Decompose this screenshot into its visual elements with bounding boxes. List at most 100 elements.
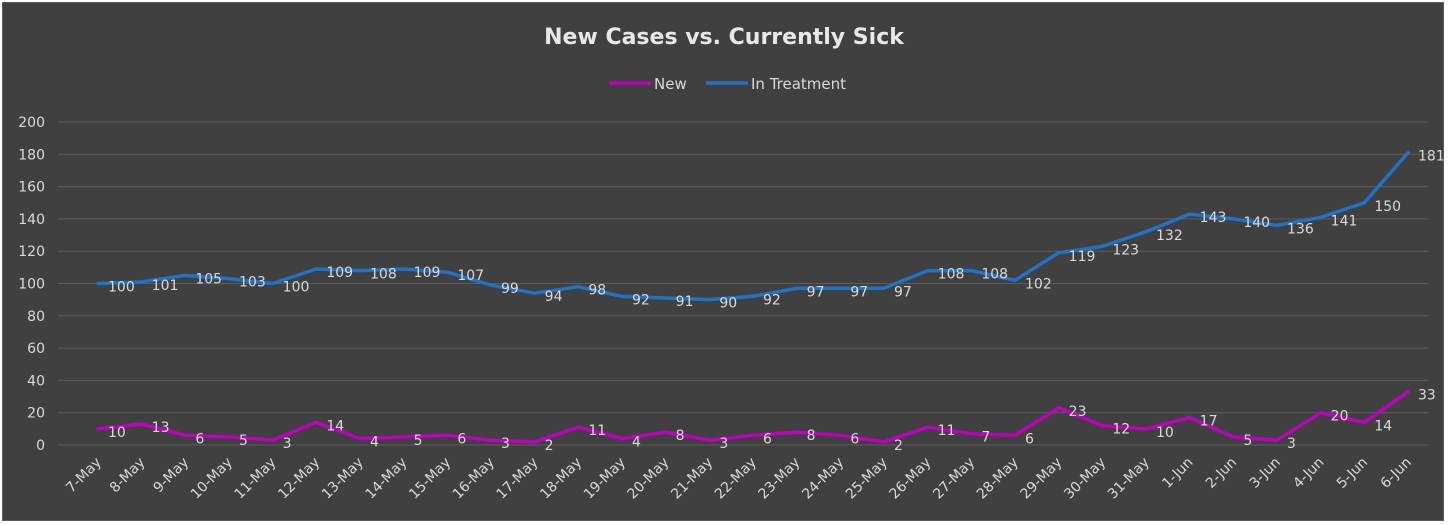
data-label: 181 [1418, 149, 1445, 165]
data-label: 90 [719, 296, 737, 312]
data-label: 33 [1418, 388, 1436, 404]
data-label: 107 [457, 268, 484, 284]
data-label: 108 [938, 267, 965, 283]
data-label: 102 [1025, 276, 1052, 292]
chart-title: New Cases vs. Currently Sick [544, 25, 905, 50]
x-tick-label: 31-May [1105, 455, 1153, 503]
y-tick-label: 60 [27, 341, 45, 357]
series-line-new [96, 389, 1410, 444]
x-tick-label: 24-May [799, 455, 847, 503]
data-label: 123 [1112, 242, 1139, 258]
data-label: 8 [676, 428, 685, 444]
y-tick-label: 140 [18, 212, 45, 228]
x-tick-label: 11-May [232, 455, 280, 503]
data-label: 5 [414, 433, 423, 449]
data-label: 3 [283, 436, 292, 452]
data-label: 4 [632, 435, 641, 451]
x-tick-label: 8-May [107, 455, 149, 497]
data-label: 3 [719, 436, 728, 452]
data-label: 143 [1200, 210, 1227, 226]
data-label: 100 [108, 280, 135, 296]
y-tick-label: 80 [27, 309, 45, 325]
data-label: 97 [894, 284, 912, 300]
legend-label-in-treatment: In Treatment [751, 75, 846, 93]
data-label: 101 [152, 278, 179, 294]
x-tick-label: 21-May [668, 455, 716, 503]
data-label: 20 [1331, 409, 1349, 425]
x-tick-label: 20-May [625, 455, 673, 503]
data-label: 11 [938, 423, 956, 439]
data-label: 100 [283, 280, 310, 296]
legend-label-new: New [654, 75, 687, 93]
x-tick-label: 13-May [319, 455, 367, 503]
data-label: 13 [152, 420, 170, 436]
x-axis-ticks: 7-May 8-May 9-May10-May11-May12-May13-May1… [63, 455, 1415, 503]
data-label: 108 [981, 267, 1008, 283]
y-tick-label: 100 [18, 277, 45, 293]
x-tick-label: 9-May [151, 455, 193, 497]
data-label: 6 [1025, 431, 1034, 447]
x-tick-label: 25-May [843, 455, 891, 503]
x-tick-label: 4-Jun [1290, 455, 1327, 492]
y-tick-label: 40 [27, 373, 45, 389]
x-tick-label: 16-May [450, 455, 498, 503]
data-label: 6 [457, 431, 466, 447]
data-label: 91 [676, 294, 694, 310]
data-label: 98 [588, 283, 606, 299]
data-label: 132 [1156, 228, 1183, 244]
data-label: 3 [501, 436, 510, 452]
x-tick-label: 28-May [974, 455, 1022, 503]
x-tick-label: 2-Jun [1203, 455, 1240, 492]
data-label: 12 [1112, 422, 1130, 438]
x-tick-label: 19-May [581, 455, 629, 503]
data-label: 10 [108, 425, 126, 441]
data-label: 4 [370, 435, 379, 451]
x-tick-label: 22-May [712, 455, 760, 503]
data-label: 97 [850, 284, 868, 300]
series-line-in-treatment [96, 150, 1410, 302]
y-axis-ticks: 0 20 40 60 80 100 120 140 160 180 200 [18, 115, 45, 454]
data-label: 109 [326, 265, 353, 281]
y-tick-label: 160 [18, 180, 45, 196]
y-tick-label: 20 [27, 406, 45, 422]
data-label: 23 [1069, 404, 1087, 420]
data-label: 2 [894, 438, 903, 454]
data-label: 150 [1374, 199, 1401, 215]
data-label: 3 [1287, 436, 1296, 452]
data-label: 14 [1374, 418, 1392, 434]
y-tick-label: 0 [36, 438, 45, 454]
data-label: 109 [414, 265, 441, 281]
x-tick-label: 30-May [1061, 455, 1109, 503]
x-tick-label: 27-May [930, 455, 978, 503]
x-tick-label: 12-May [275, 455, 323, 503]
data-label: 99 [501, 281, 519, 297]
data-label: 119 [1069, 249, 1096, 265]
data-label: 2 [545, 438, 554, 454]
data-label: 6 [763, 431, 772, 447]
data-label: 97 [807, 284, 825, 300]
y-tick-label: 120 [18, 244, 45, 260]
data-label: 6 [195, 431, 204, 447]
data-label: 14 [326, 418, 344, 434]
x-tick-label: 23-May [756, 455, 804, 503]
data-label: 17 [1200, 414, 1218, 430]
x-tick-label: 5-Jun [1334, 455, 1371, 492]
x-tick-label: 3-Jun [1247, 455, 1284, 492]
data-label: 105 [195, 271, 222, 287]
data-label: 103 [239, 275, 266, 291]
data-label: 136 [1287, 221, 1314, 237]
x-tick-label: 6-Jun [1378, 455, 1415, 492]
y-tick-label: 200 [18, 115, 45, 131]
gridlines [58, 121, 1428, 446]
x-tick-label: 10-May [188, 455, 236, 503]
data-label: 141 [1331, 213, 1358, 229]
data-label: 7 [981, 430, 990, 446]
data-label: 10 [1156, 425, 1174, 441]
data-label: 140 [1243, 215, 1270, 231]
legend: New In Treatment [609, 75, 846, 93]
line-chart: 0 20 40 60 80 100 120 140 160 180 200 7-May 8-May 9-… [18, 25, 1445, 503]
series-lines [96, 150, 1410, 444]
data-label: 8 [807, 428, 816, 444]
